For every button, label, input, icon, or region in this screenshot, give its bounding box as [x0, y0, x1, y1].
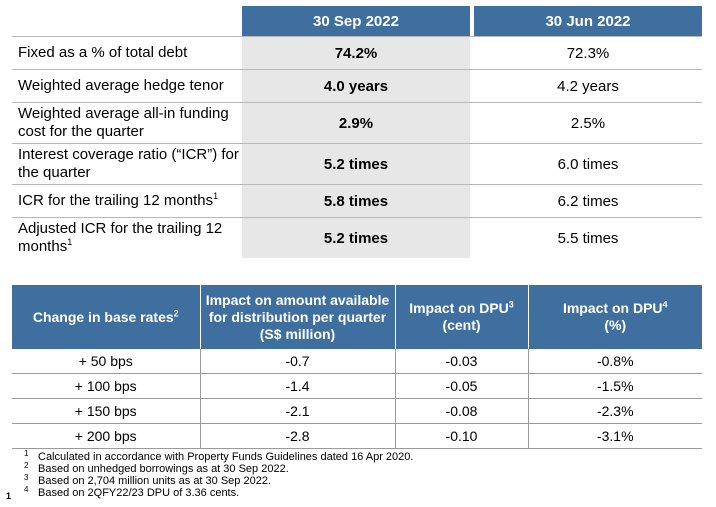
table-row: ICR for the trailing 12 months1 5.8 time…: [12, 184, 702, 218]
current-value: 5.2 times: [242, 217, 470, 258]
column-gap: [470, 69, 474, 103]
footnote-marker: 1: [213, 191, 219, 201]
table-row: Weighted average hedge tenor 4.0 years 4…: [12, 69, 702, 103]
column-gap: [470, 217, 474, 258]
dpu-impact-percent: -0.8%: [527, 349, 702, 374]
sensitivity-header-row: Change in base rates2 Impact on amount a…: [12, 285, 702, 349]
table-row: + 50 bps -0.7 -0.03 -0.8%: [12, 349, 702, 374]
debt-table-header-gap: [470, 6, 474, 37]
debt-metrics-table: 30 Sep 2022 30 Jun 2022 Fixed as a % of …: [12, 6, 702, 258]
table-row: + 200 bps -2.8 -0.10 -3.1%: [12, 423, 702, 449]
table-row: Interest coverage ratio (“ICR”) for the …: [12, 143, 702, 185]
previous-value: 2.5%: [474, 102, 702, 144]
table-row: + 150 bps -2.1 -0.08 -2.3%: [12, 398, 702, 424]
previous-value: 4.2 years: [474, 69, 702, 103]
table-row: Adjusted ICR for the trailing 12 months1…: [12, 217, 702, 258]
dpu-impact-percent: -1.5%: [527, 373, 702, 399]
footnotes: 1 Calculated in accordance with Property …: [12, 449, 702, 499]
column-gap: [470, 36, 474, 70]
header-impact-on-dpu-percent: Impact on DPU4 (%): [527, 285, 702, 349]
previous-value: 6.2 times: [474, 184, 702, 218]
column-gap: [470, 184, 474, 218]
row-label: Weighted average hedge tenor: [12, 69, 242, 103]
distribution-impact: -2.1: [199, 398, 395, 424]
rate-sensitivity-table: Change in base rates2 Impact on amount a…: [12, 285, 702, 449]
debt-table-header-row: 30 Sep 2022 30 Jun 2022: [12, 6, 702, 37]
column-gap: [470, 102, 474, 144]
row-label: Fixed as a % of total debt: [12, 36, 242, 70]
header-change-in-base-rates: Change in base rates2: [12, 285, 200, 349]
table-row: Fixed as a % of total debt 74.2% 72.3%: [12, 36, 702, 70]
previous-value: 72.3%: [474, 36, 702, 70]
header-impact-on-distribution: Impact on amount available for distribut…: [199, 285, 395, 349]
dpu-impact-percent: -2.3%: [527, 398, 702, 424]
row-label: Weighted average all-in funding cost for…: [12, 102, 242, 144]
dpu-impact-percent: -3.1%: [527, 423, 702, 449]
previous-value: 5.5 times: [557, 229, 619, 247]
table-row: Weighted average all-in funding cost for…: [12, 102, 702, 144]
debt-table-header-blank: [12, 6, 242, 37]
footnote: 2 Based on unhedged borrowings as at 30 S…: [24, 461, 289, 475]
dpu-impact-cent: -0.08: [394, 398, 528, 424]
column-gap: [470, 143, 474, 185]
debt-table-header-cur: 30 Sep 2022: [242, 6, 470, 37]
current-value: 4.0 years: [242, 69, 470, 103]
row-label: Adjusted ICR for the trailing 12 months1: [18, 220, 223, 255]
dpu-impact-cent: -0.10: [394, 423, 528, 449]
footnote: 3 Based on 2,704 million units as at 30 S…: [24, 473, 271, 487]
footnote: 1 Calculated in accordance with Property …: [24, 449, 414, 463]
footnote-marker: 1: [67, 237, 73, 247]
footnote: 4 Based on 2QFY22/23 DPU of 3.36 cents.: [24, 485, 240, 499]
distribution-impact: -1.4: [199, 373, 395, 399]
rate-change: + 200 bps: [12, 423, 200, 449]
row-label: ICR for the trailing 12 months1: [12, 184, 242, 218]
dpu-impact-cent: -0.03: [394, 349, 528, 374]
distribution-impact: -2.8: [199, 423, 395, 449]
current-value: 74.2%: [242, 36, 470, 70]
header-impact-on-dpu-cent: Impact on DPU3 (cent): [394, 285, 528, 349]
previous-value: 6.0 times: [474, 143, 702, 185]
rate-change: + 150 bps: [12, 398, 200, 424]
current-value: 5.2 times: [242, 143, 470, 185]
current-value: 5.8 times: [242, 184, 470, 218]
rate-change: + 50 bps: [12, 349, 200, 374]
page-number: 1: [6, 491, 12, 501]
table-row: + 100 bps -1.4 -0.05 -1.5%: [12, 373, 702, 399]
debt-table-header-prev: 30 Jun 2022: [474, 6, 702, 37]
rate-change: + 100 bps: [12, 373, 200, 399]
row-label: Interest coverage ratio (“ICR”) for the …: [12, 143, 242, 185]
distribution-impact: -0.7: [199, 349, 395, 374]
current-value: 2.9%: [242, 102, 470, 144]
dpu-impact-cent: -0.05: [394, 373, 528, 399]
